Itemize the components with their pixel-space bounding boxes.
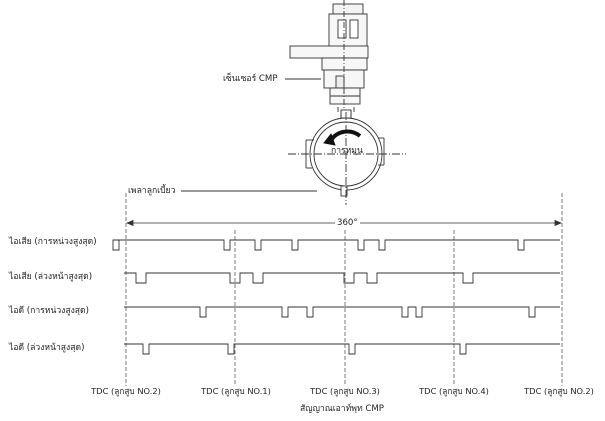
tdc-label: TDC (ลูกสูบ NO.2) (524, 386, 594, 396)
signal-row-label: ไอเสีย (การหน่วงสูงสุด) (9, 237, 97, 247)
signal-row-label: ไอเสีย (ล่วงหน้าสูงสุด) (9, 272, 93, 282)
signal-waveform (124, 343, 560, 355)
cmp-sensor-label: เซ็นเซอร์ CMP (223, 74, 278, 84)
signal-waveform (124, 306, 560, 318)
cmp-output-caption: สัญญาณเอาท์พุท CMP (300, 404, 384, 414)
tdc-label: TDC (ลูกสูบ NO.4) (419, 386, 489, 396)
signal-row-label: ไอดี (ล่วงหน้าสูงสุด) (9, 343, 85, 353)
cmp-sensor-drawing (289, 3, 369, 105)
signal-row-label: ไอดี (การหน่วงสูงสุด) (9, 306, 89, 316)
camshaft-wheel-drawing (288, 107, 406, 205)
camshaft-label: เพลาลูกเบี้ยว (128, 186, 176, 196)
tdc-label: TDC (ลูกสูบ NO.3) (310, 386, 380, 396)
signal-waveform (112, 239, 560, 251)
tdc-label: TDC (ลูกสูบ NO.2) (91, 386, 161, 396)
signal-waveform (124, 272, 560, 284)
cycle-360-label: 360° (335, 218, 360, 228)
tdc-label: TDC (ลูกสูบ NO.1) (201, 386, 271, 396)
rotation-label: การหมุน (331, 146, 363, 156)
